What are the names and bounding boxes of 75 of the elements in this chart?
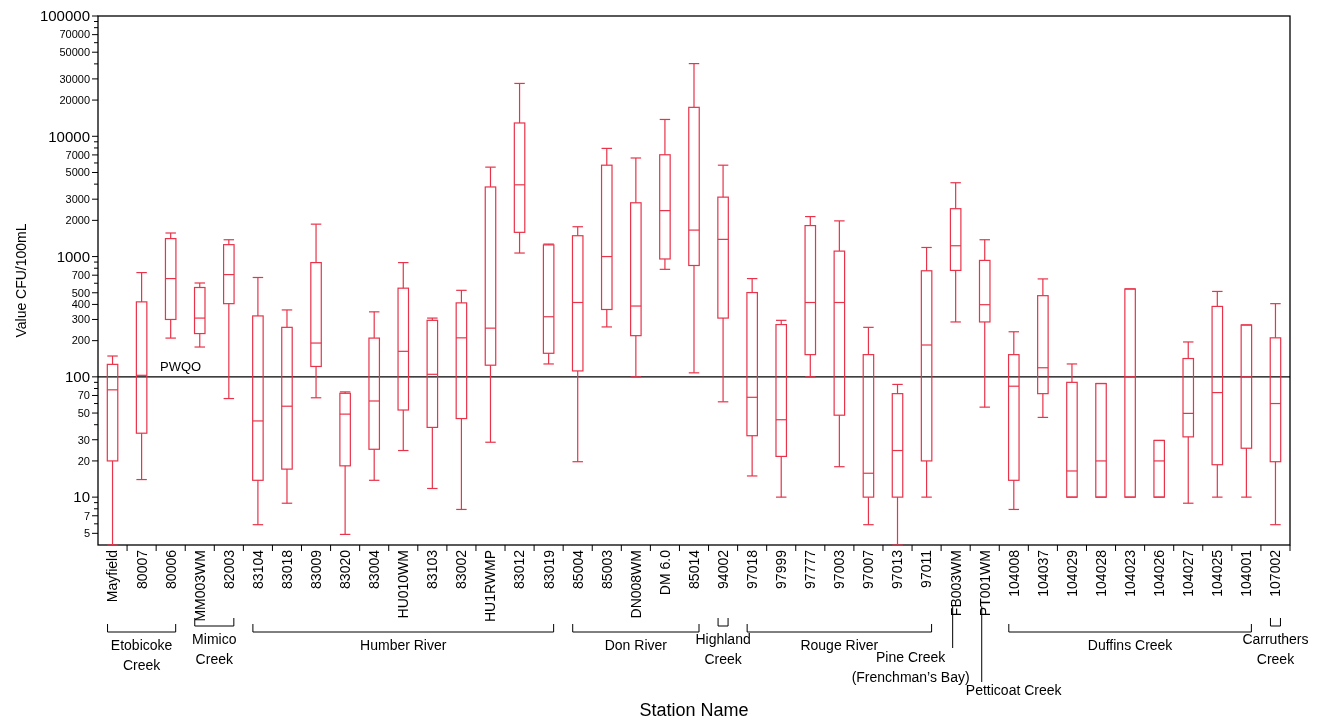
y-tick-label: 50000 bbox=[59, 46, 90, 59]
text: Mimico Creek bbox=[192, 631, 237, 667]
text: Highland Creek bbox=[695, 631, 751, 667]
x-tick-label: 85003 bbox=[598, 549, 615, 589]
x-tick-label: 83009 bbox=[307, 549, 324, 589]
y-axis-title: Value CFU/100mL bbox=[13, 223, 29, 338]
x-tick-label: HU1RWMP bbox=[482, 550, 499, 623]
x-tick-label: 104029 bbox=[1063, 549, 1080, 597]
y-tick-label: 1000 bbox=[56, 247, 90, 265]
x-tick-label: 104025 bbox=[1209, 549, 1226, 597]
y-tick-label: 300 bbox=[71, 313, 90, 326]
x-tick-label: 104027 bbox=[1180, 549, 1197, 597]
x-tick-label: Mayfield bbox=[104, 550, 121, 603]
x-tick-label: 104008 bbox=[1005, 549, 1022, 597]
y-tick-label: 100 bbox=[64, 368, 90, 386]
text: Carruthers Creek bbox=[1242, 631, 1309, 667]
y-tick-label: 2000 bbox=[65, 214, 90, 227]
y-tick-label: 200 bbox=[71, 334, 90, 347]
y-tick-label: 70 bbox=[77, 389, 90, 402]
y-tick-label: 5 bbox=[83, 527, 90, 540]
x-tick-label: 80006 bbox=[162, 549, 179, 589]
x-tick-label: 97013 bbox=[889, 549, 906, 589]
y-tick-label: 50 bbox=[77, 406, 90, 419]
x-tick-label: 85004 bbox=[569, 549, 586, 589]
y-tick-label: 20000 bbox=[59, 93, 90, 106]
x-tick-label: HU010WM bbox=[395, 550, 412, 619]
y-tick-label: 7000 bbox=[65, 148, 90, 161]
text: Duffins Creek bbox=[1087, 637, 1174, 653]
x-tick-label: 80007 bbox=[133, 549, 150, 589]
x-tick-label: 83002 bbox=[453, 549, 470, 589]
x-tick-label: 104026 bbox=[1151, 549, 1168, 597]
x-axis-title: Station Name bbox=[639, 700, 749, 719]
x-tick-label: MM003WM bbox=[191, 550, 208, 622]
x-tick-label: 83018 bbox=[278, 549, 295, 589]
x-tick-label: 97011 bbox=[918, 549, 935, 588]
ref-line-label: PWQO bbox=[160, 358, 202, 374]
x-tick-label: 94002 bbox=[714, 549, 731, 589]
x-tick-label: DM 6.0 bbox=[656, 549, 673, 596]
text: Etobicoke Creek bbox=[110, 637, 173, 673]
y-tick-label: 70000 bbox=[59, 28, 90, 41]
x-tick-label: 83004 bbox=[366, 549, 383, 589]
y-tick-label: 30000 bbox=[59, 72, 90, 85]
y-tick-label: 5000 bbox=[65, 166, 90, 179]
x-tick-label: DN008WM bbox=[627, 550, 644, 619]
y-tick-label: 500 bbox=[71, 286, 90, 299]
y-tick-label: 7 bbox=[83, 509, 90, 522]
x-tick-label: 83012 bbox=[511, 549, 528, 589]
x-tick-label: 104023 bbox=[1122, 549, 1138, 597]
x-tick-label: 97007 bbox=[860, 549, 877, 589]
x-tick-label: 83019 bbox=[540, 549, 557, 589]
x-tick-label: 82003 bbox=[220, 549, 237, 589]
x-tick-label: FB003WM bbox=[947, 550, 964, 617]
y-tick-label: 400 bbox=[71, 298, 90, 311]
y-tick-label: 30 bbox=[77, 433, 90, 446]
text: Humber River bbox=[360, 637, 447, 653]
x-tick-label: 97999 bbox=[773, 549, 790, 589]
y-tick-label: 10 bbox=[73, 488, 90, 506]
x-tick-label: PT001WM bbox=[976, 550, 993, 617]
x-tick-label: 107002 bbox=[1267, 549, 1284, 597]
x-tick-label: 104001 bbox=[1238, 549, 1255, 597]
y-tick-label: 3000 bbox=[65, 193, 90, 206]
x-tick-label: 97777 bbox=[802, 549, 819, 589]
text: Don River bbox=[604, 637, 668, 653]
x-tick-label: 83104 bbox=[249, 549, 266, 589]
y-tick-label: 20 bbox=[77, 454, 90, 467]
x-tick-label: 97003 bbox=[831, 549, 848, 589]
y-tick-label: 700 bbox=[71, 269, 90, 282]
x-tick-label: 83020 bbox=[337, 549, 354, 589]
x-tick-label: 85014 bbox=[685, 549, 702, 589]
x-tick-label: 104037 bbox=[1034, 549, 1051, 597]
x-tick-label: 83103 bbox=[424, 549, 441, 589]
x-tick-label: 97018 bbox=[744, 549, 761, 589]
x-tick-label: 104028 bbox=[1092, 549, 1109, 597]
y-tick-label: 10000 bbox=[48, 127, 90, 145]
y-tick-label: 100000 bbox=[39, 7, 90, 25]
